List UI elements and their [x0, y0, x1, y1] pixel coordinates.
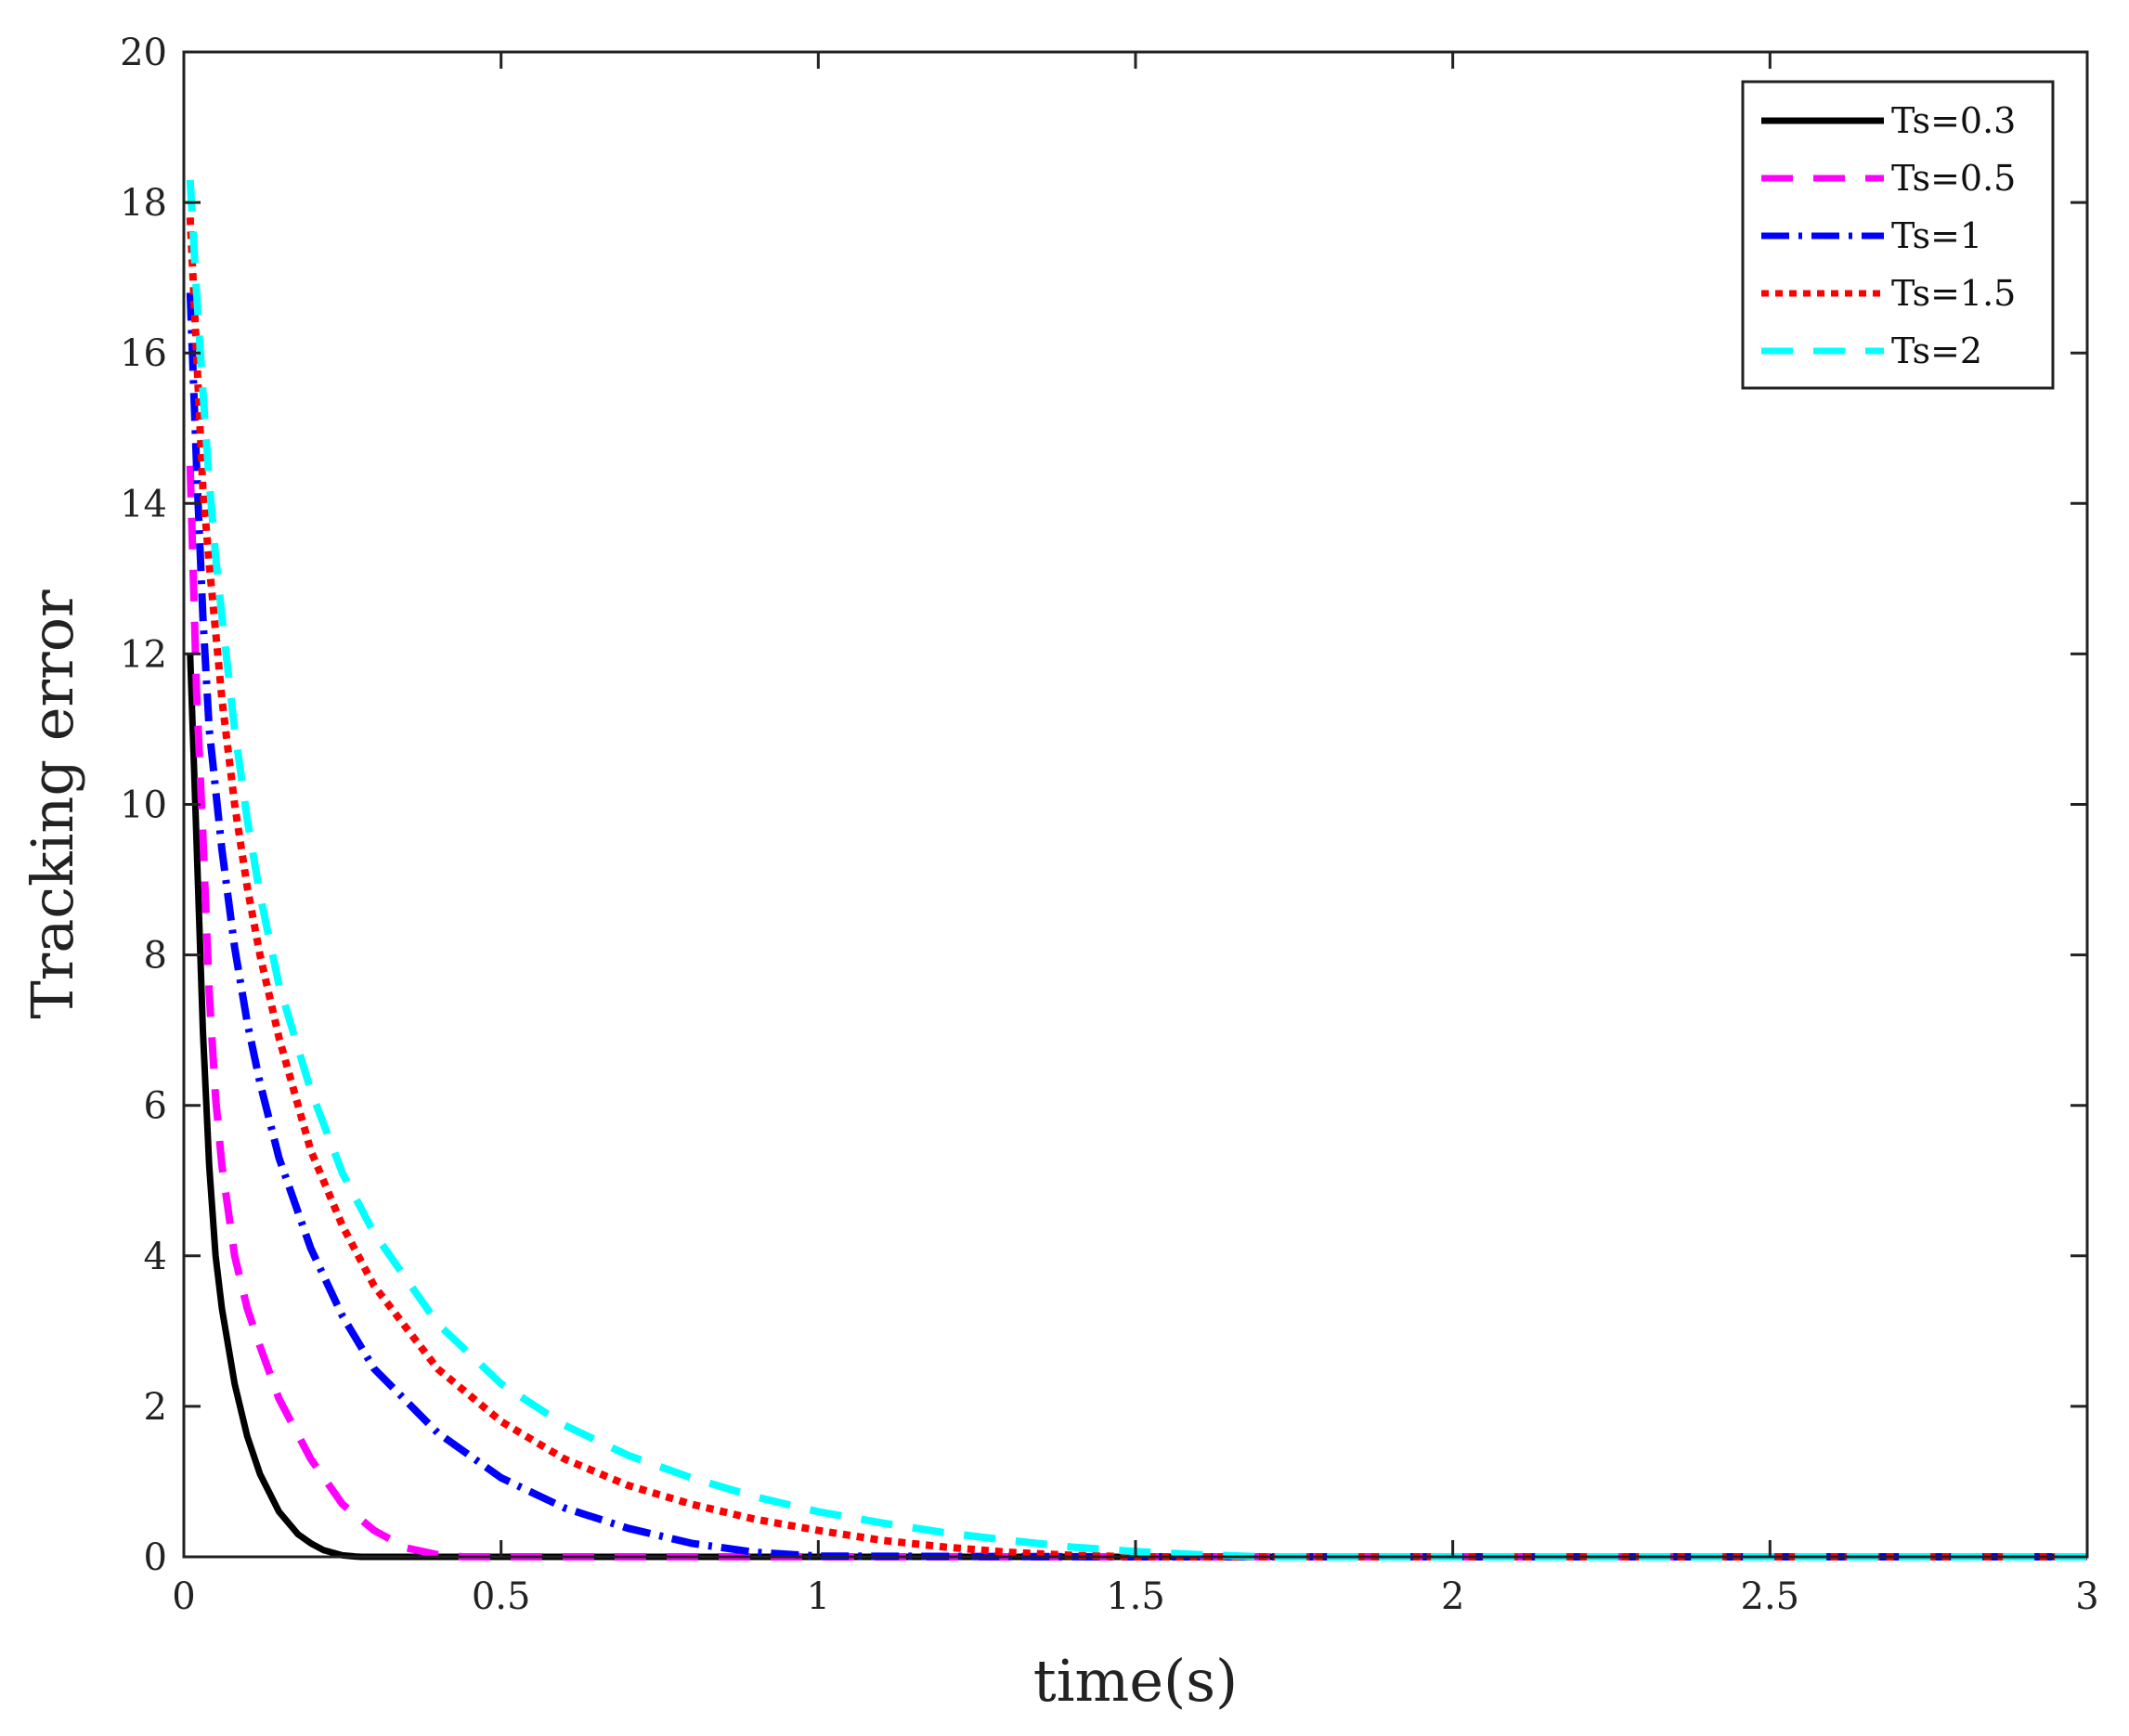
series-line-4 [186, 217, 2087, 1561]
legend-label: Ts=1 [1891, 215, 1982, 256]
y-tick-label: 20 [120, 32, 167, 74]
y-tick-label: 0 [144, 1536, 167, 1579]
series-line-3 [186, 292, 2087, 1561]
legend-label: Ts=0.5 [1891, 158, 2016, 199]
legend-label: Ts=1.5 [1891, 273, 2016, 314]
x-tick-label: 2.5 [1741, 1575, 1800, 1618]
legend-label: Ts=0.3 [1891, 100, 2016, 141]
series-line-5 [186, 179, 2087, 1561]
x-tick-label: 1 [807, 1575, 830, 1618]
y-tick-label: 14 [120, 483, 167, 525]
legend-box [1741, 80, 2055, 390]
x-tick-label: 0.5 [472, 1575, 531, 1618]
x-axis-label: time(s) [1033, 1647, 1238, 1715]
plot-frame [182, 50, 2089, 1559]
x-tick-label: 2 [1441, 1575, 1464, 1618]
x-tick-label: 0 [172, 1575, 195, 1618]
legend-label: Ts=2 [1891, 330, 1982, 371]
legend: Ts=0.3 Ts=0.5 Ts=1 Ts=1.5 Ts=2 [1741, 80, 2055, 390]
y-tick-label: 6 [144, 1085, 167, 1128]
y-tick-label: 12 [120, 633, 167, 676]
x-tick-label: 1.5 [1106, 1575, 1165, 1618]
y-tick-label: 16 [120, 332, 167, 375]
y-tick-label: 2 [144, 1386, 167, 1429]
y-tick-label: 4 [144, 1236, 167, 1278]
y-axis-label: Tracking error [19, 589, 86, 1019]
y-tick-label: 10 [120, 784, 167, 827]
y-tick-label: 8 [144, 935, 167, 978]
ticks-layer: 0 0.5 1 1.5 2 2.5 3 0 2 4 6 8 10 12 14 16 18 20 [120, 32, 2099, 1618]
y-tick-label: 18 [120, 182, 167, 225]
x-tick-label: 3 [2075, 1575, 2098, 1618]
